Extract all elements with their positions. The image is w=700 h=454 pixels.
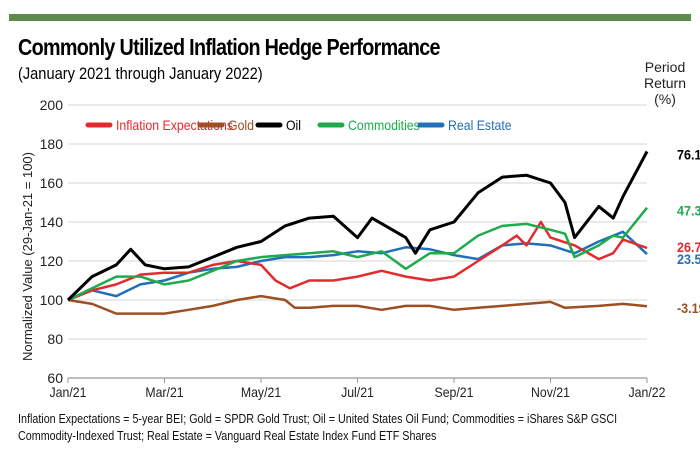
y-tick-label: 140 [40, 214, 64, 230]
x-tick-label: Jan/21 [50, 384, 87, 400]
x-tick-label: Jul/21 [341, 384, 374, 400]
x-tick-label: Sep/21 [434, 384, 473, 400]
period-return-label: 47.31 [677, 203, 700, 219]
period-return-label: 76.15 [677, 147, 700, 163]
legend-label: Commodities [348, 117, 420, 133]
period-return-label: 26.70 [677, 239, 700, 255]
legend-label: Oil [286, 117, 301, 133]
y-tick-label: 160 [40, 175, 64, 191]
return-header: Period [645, 59, 685, 75]
y-tick-label: 60 [47, 370, 63, 386]
series-line-real-estate [67, 230, 648, 302]
legend-label: Gold [228, 117, 254, 133]
y-tick-label: 80 [47, 331, 63, 347]
x-tick-label: Nov/21 [531, 384, 570, 400]
y-tick-label: 180 [40, 136, 64, 152]
y-tick-label: 120 [40, 253, 64, 269]
y-tick-label: 100 [40, 292, 64, 308]
return-header: (%) [654, 91, 676, 107]
series-line-gold [67, 294, 648, 315]
y-axis-label: Normalized Value (29-Jan-21 = 100) [20, 152, 35, 361]
y-tick-label: 200 [40, 97, 64, 113]
series-line-inflation-expectations [67, 220, 648, 302]
series-line-oil [66, 150, 649, 302]
x-tick-label: Jan/22 [629, 384, 666, 400]
series-line-commodities [67, 206, 648, 302]
chart-subtitle: (January 2021 through January 2022) [18, 64, 263, 83]
legend-label: Real Estate [448, 117, 512, 133]
source-note: Inflation Expectations = 5-year BEI; Gol… [18, 412, 618, 443]
legend-label: Inflation Expectations [116, 117, 233, 133]
chart-title: Commonly Utilized Inflation Hedge Perfor… [18, 34, 441, 60]
return-header: Return [644, 75, 686, 91]
period-return-label: 23.53 [677, 252, 700, 268]
period-return-label: -3.19 [677, 301, 700, 317]
header-accent-bar [9, 14, 691, 21]
x-tick-label: May/21 [241, 384, 281, 400]
x-tick-label: Mar/21 [145, 384, 183, 400]
